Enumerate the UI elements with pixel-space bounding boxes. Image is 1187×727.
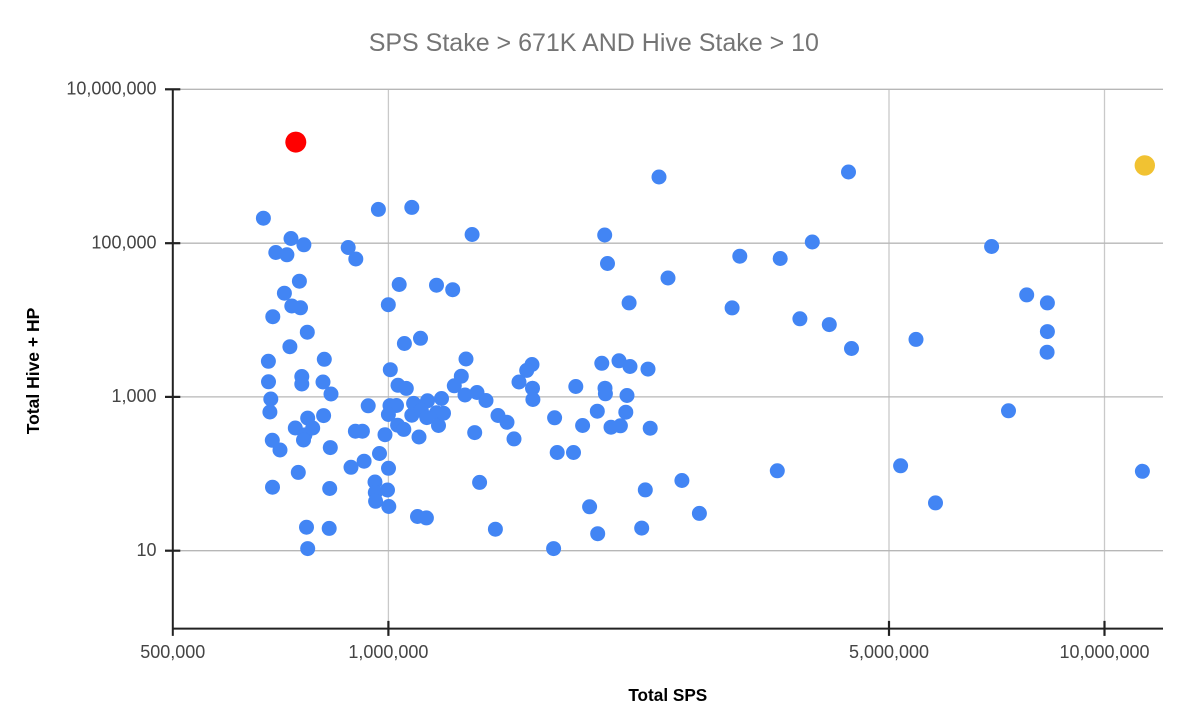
svg-text:1,000,000: 1,000,000 [348, 642, 428, 662]
svg-text:5,000,000: 5,000,000 [849, 642, 929, 662]
svg-text:100,000: 100,000 [91, 233, 156, 253]
svg-text:10: 10 [136, 540, 156, 560]
svg-text:1,000: 1,000 [111, 386, 156, 406]
svg-text:SPS Stake > 671K AND Hive Stak: SPS Stake > 671K AND Hive Stake > 10 [369, 29, 819, 57]
svg-text:Total Hive + HP: Total Hive + HP [23, 307, 43, 434]
svg-text:10,000,000: 10,000,000 [1059, 642, 1149, 662]
svg-text:Total SPS: Total SPS [628, 685, 707, 705]
svg-text:500,000: 500,000 [140, 642, 205, 662]
svg-text:10,000,000: 10,000,000 [66, 79, 156, 99]
